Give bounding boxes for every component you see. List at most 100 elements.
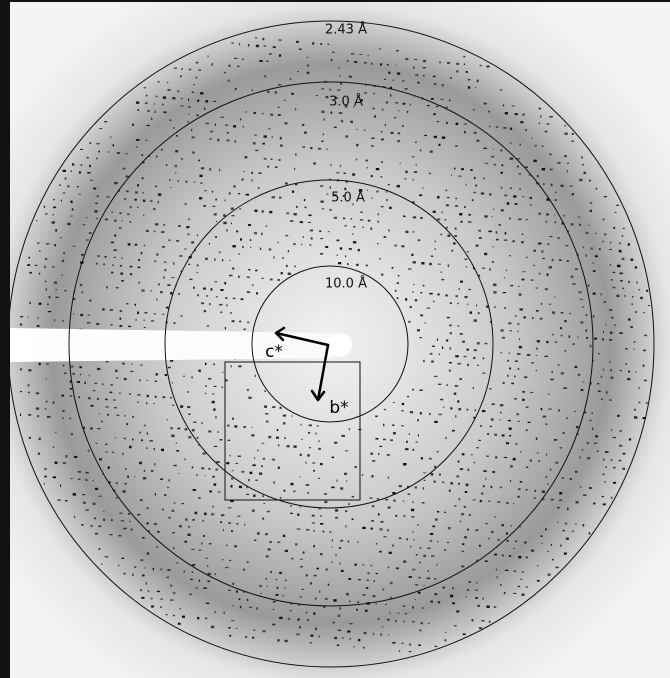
spot — [499, 89, 503, 91]
spot — [457, 400, 460, 403]
spot — [593, 442, 598, 444]
spot — [560, 327, 563, 330]
spot — [568, 335, 571, 338]
spot — [325, 246, 329, 248]
spot — [191, 429, 195, 432]
spot — [596, 450, 599, 453]
spot — [362, 564, 365, 566]
spot — [445, 204, 449, 207]
spot — [326, 193, 329, 195]
spot — [530, 279, 534, 281]
spot — [455, 295, 458, 298]
spot — [592, 315, 595, 318]
spot — [494, 306, 496, 309]
spot — [224, 199, 226, 202]
spot — [105, 406, 109, 408]
spot — [627, 243, 630, 246]
spot — [602, 368, 604, 371]
spot — [490, 485, 493, 489]
spot — [551, 258, 554, 262]
spot — [129, 445, 132, 449]
spot — [585, 314, 588, 316]
spot — [375, 573, 378, 575]
spot — [104, 218, 108, 221]
spot — [415, 584, 419, 586]
spot — [72, 163, 75, 166]
spot — [345, 135, 349, 138]
spot — [519, 308, 523, 311]
spot — [153, 230, 156, 233]
spot — [262, 517, 265, 520]
spot — [490, 320, 492, 323]
spot — [230, 485, 233, 488]
spot — [483, 147, 487, 149]
spot — [386, 199, 388, 202]
spot — [51, 221, 55, 224]
spot — [151, 605, 154, 608]
spot — [493, 291, 497, 294]
spot — [434, 420, 438, 423]
spot — [198, 444, 200, 446]
spot — [352, 173, 356, 176]
spot — [477, 604, 480, 607]
spot — [475, 184, 477, 187]
spot — [479, 64, 482, 67]
spot — [245, 636, 248, 638]
spot — [557, 161, 561, 164]
spot — [530, 204, 532, 206]
spot — [468, 581, 472, 583]
spot — [397, 612, 400, 614]
spot — [310, 642, 312, 644]
spot — [412, 178, 414, 181]
spot — [378, 48, 381, 50]
spot — [125, 468, 127, 470]
spot — [70, 365, 74, 368]
spot — [381, 108, 384, 111]
spot — [203, 205, 206, 207]
spot — [220, 116, 224, 118]
spot — [396, 297, 399, 299]
spot — [514, 203, 518, 205]
spot — [319, 185, 324, 187]
spot — [360, 219, 364, 221]
spot — [404, 613, 408, 615]
spot — [627, 378, 631, 381]
spot — [27, 384, 30, 387]
spot — [402, 102, 406, 105]
spot — [285, 234, 289, 237]
spot — [434, 375, 438, 377]
spot — [85, 239, 89, 241]
spot — [64, 372, 67, 374]
spot — [599, 248, 601, 251]
spot — [563, 387, 567, 389]
spot — [60, 237, 62, 239]
spot — [231, 470, 234, 472]
spot — [514, 398, 517, 400]
spot — [284, 437, 286, 439]
spot — [320, 43, 323, 46]
spot — [446, 316, 450, 319]
spot — [239, 605, 242, 609]
spot — [62, 169, 66, 172]
spot — [283, 422, 286, 425]
spot — [290, 505, 293, 507]
spot — [188, 68, 192, 71]
spot — [129, 205, 132, 209]
spot — [472, 386, 474, 389]
spot — [401, 425, 404, 427]
spot — [296, 633, 300, 636]
spot — [140, 251, 143, 255]
spot — [266, 510, 270, 513]
spot — [190, 578, 193, 580]
spot — [137, 206, 139, 208]
spot — [170, 292, 173, 295]
spot — [448, 99, 451, 102]
spot — [383, 423, 385, 427]
spot — [395, 514, 398, 517]
spot — [313, 529, 315, 532]
spot — [446, 121, 448, 125]
spot — [300, 566, 303, 568]
spot — [228, 627, 231, 629]
spot — [214, 611, 216, 614]
spot — [287, 250, 289, 253]
